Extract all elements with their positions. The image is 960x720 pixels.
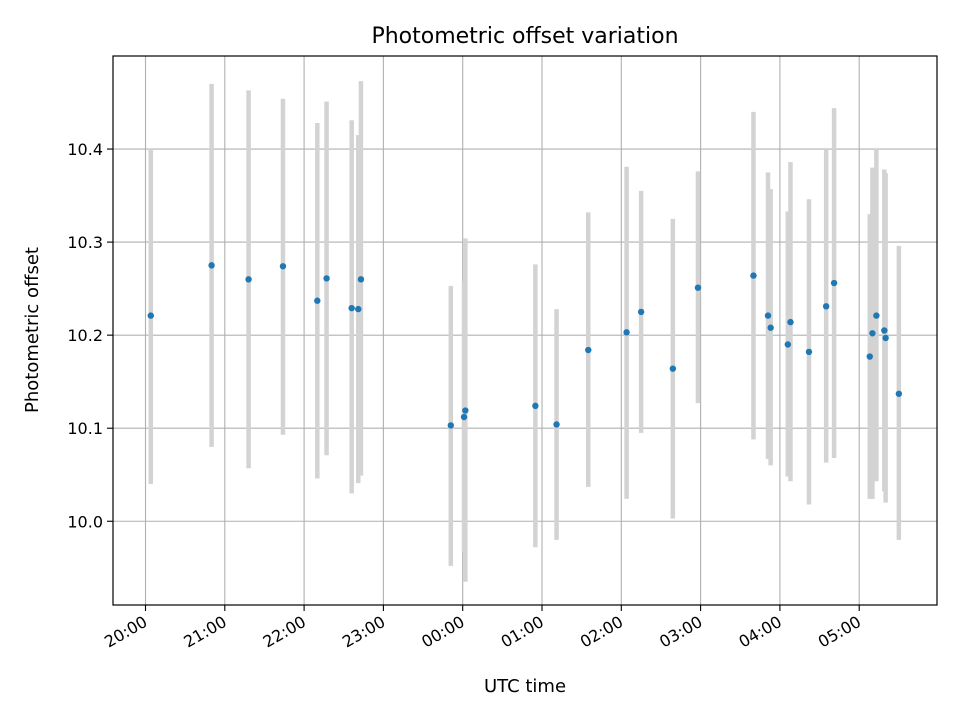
y-tick-label: 10.3: [67, 233, 103, 252]
data-point: [553, 421, 560, 428]
data-point: [355, 305, 362, 313]
data-point: [764, 312, 772, 319]
y-tick-label: 10.2: [67, 326, 103, 345]
data-point: [873, 312, 880, 319]
data-point: [787, 318, 794, 326]
y-tick-label: 10.0: [67, 512, 103, 531]
data-point: [750, 272, 757, 279]
data-point: [881, 327, 888, 334]
data-point: [623, 329, 630, 336]
data-point: [869, 330, 876, 337]
data-point: [462, 407, 469, 414]
data-point: [279, 263, 287, 270]
data-point: [208, 262, 215, 269]
data-point: [585, 346, 592, 354]
data-point: [805, 348, 813, 356]
data-point: [866, 353, 873, 360]
plot-frame: [112, 55, 938, 606]
data-point: [245, 276, 252, 283]
data-point: [784, 341, 792, 348]
data-point: [323, 275, 330, 282]
y-tick-label: 10.1: [67, 419, 103, 438]
y-axis: 10.0 10.1 10.2 10.3 10.4: [67, 140, 113, 531]
data-point: [532, 402, 539, 410]
data-point: [314, 297, 321, 304]
x-axis-label: UTC time: [484, 676, 566, 697]
y-tick-label: 10.4: [67, 140, 103, 159]
data-point: [357, 276, 365, 283]
data-point: [669, 365, 677, 372]
data-point: [447, 422, 455, 429]
y-axis-label: Photometric offset: [22, 247, 43, 413]
chart-title: Photometric offset variation: [371, 24, 678, 49]
data-point: [348, 304, 355, 312]
data-point: [767, 324, 774, 331]
data-point: [882, 334, 889, 342]
data-point: [830, 279, 838, 287]
data-point: [637, 308, 645, 316]
data-point: [694, 284, 702, 291]
data-point: [147, 312, 154, 319]
data-point: [460, 413, 468, 421]
data-point: [895, 390, 903, 397]
data-point: [822, 303, 830, 310]
data-points: [147, 262, 903, 429]
